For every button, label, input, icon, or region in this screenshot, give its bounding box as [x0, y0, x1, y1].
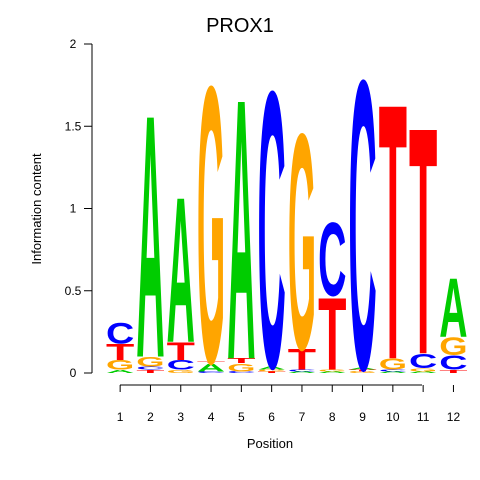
logo-letter-T: T — [409, 61, 437, 424]
logo-letter-A: A — [167, 154, 195, 386]
logo-letter-A: A — [348, 368, 376, 371]
y-axis-label: Information content — [29, 153, 44, 265]
y-axis: 0 0.5 1 1.5 2 — [65, 37, 93, 380]
logo-letter-A: A — [197, 361, 226, 374]
y-tick-label: 2 — [70, 37, 77, 51]
logo-letter-G: G — [439, 332, 467, 360]
x-axis: 1 2 3 4 5 6 7 8 9 10 11 12 — [117, 384, 461, 424]
logo-letter-A: A — [409, 371, 437, 374]
x-axis-label: Position — [247, 436, 293, 451]
x-tick-label: 2 — [147, 410, 154, 424]
logo-letter-A: A — [106, 369, 134, 374]
logo-letter-C: C — [288, 369, 316, 372]
x-tick-label: 10 — [386, 410, 400, 424]
logo-letter-T: T — [318, 277, 346, 392]
logo-letter-T: T — [348, 369, 376, 372]
y-tick-label: 0.5 — [65, 284, 82, 298]
logo-letter-T: T — [258, 371, 286, 374]
logo-letter-T: T — [379, 28, 407, 436]
logo-letter-C: C — [439, 351, 467, 374]
x-tick-label: 7 — [299, 410, 306, 424]
logo-letter-G: G — [409, 367, 437, 372]
logo-letter-T: T — [227, 357, 255, 365]
logo-letter-C: C — [258, 9, 286, 451]
logo-letter-A: A — [318, 371, 346, 374]
y-tick-label: 1.5 — [65, 119, 82, 133]
logo-letter-T: T — [288, 344, 317, 377]
logo-letter-C: C — [379, 369, 407, 372]
logo-letter-A: A — [136, 43, 164, 431]
logo-letter-C: C — [167, 358, 195, 373]
logo-letter-C: C — [106, 318, 134, 350]
logo-letter-C: C — [197, 371, 225, 374]
logo-letter-A: A — [227, 22, 255, 438]
logo-letter-A: A — [258, 366, 286, 371]
logo-letter-G: G — [258, 369, 286, 371]
y-tick-label: 1 — [70, 202, 77, 216]
logo-letter-T: T — [106, 339, 134, 365]
logo-letter-A: A — [288, 371, 316, 374]
x-tick-label: 3 — [177, 410, 184, 424]
logo-letter-C: C — [318, 200, 346, 318]
logo-letter-G: G — [227, 361, 255, 374]
logo-letter-T: T — [167, 337, 196, 365]
x-tick-label: 9 — [359, 410, 366, 424]
x-tick-label: 11 — [417, 410, 430, 424]
logo-letter-G: G — [318, 369, 346, 371]
y-tick-label: 0 — [70, 366, 77, 380]
logo-letter-G: G — [136, 354, 164, 369]
x-tick-label: 8 — [329, 410, 336, 424]
x-tick-label: 1 — [117, 410, 124, 424]
logo-letter-C: C — [348, 0, 376, 457]
x-tick-label: 12 — [447, 410, 461, 424]
logo-letter-T: T — [439, 369, 467, 374]
logo-letter-G: G — [288, 69, 316, 415]
logo-letter-C: C — [227, 371, 255, 374]
logo-letter-G: G — [167, 369, 195, 374]
logo-letter-G: G — [379, 355, 407, 373]
logo-letter-G: G — [197, 5, 225, 446]
x-tick-label: 5 — [238, 410, 245, 424]
logo-letter-T: T — [136, 369, 164, 374]
x-tick-label: 4 — [208, 410, 215, 424]
logo-letter-A: A — [379, 371, 407, 374]
chart-title: PROX1 — [206, 15, 274, 37]
logo-letter-C: C — [136, 366, 164, 371]
x-tick-label: 6 — [268, 410, 275, 424]
logo-letter-A: A — [439, 260, 467, 355]
logo-letter-G: G — [348, 371, 376, 373]
logo-letter-G: G — [106, 357, 134, 372]
logo-letter-T: T — [197, 361, 225, 364]
logo-letter-C: C — [409, 350, 437, 373]
